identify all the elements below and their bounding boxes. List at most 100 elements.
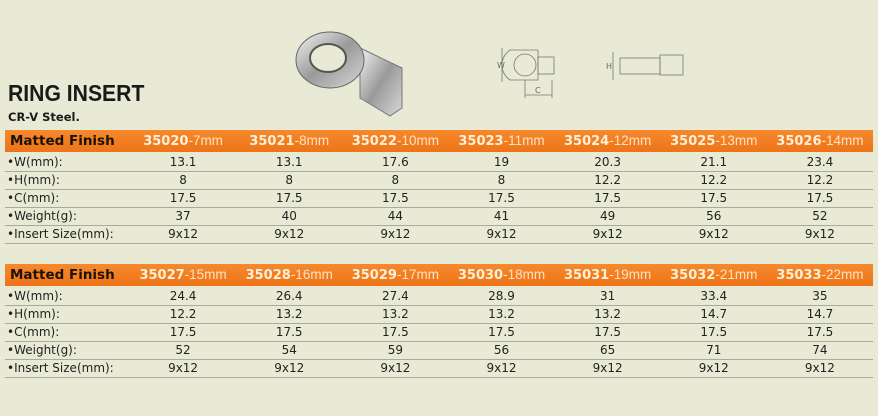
table-cell: 17.5: [766, 189, 873, 208]
table-cell: 12.2: [660, 171, 767, 190]
product-column-header: 35020-7mm: [130, 130, 237, 152]
table-cell: 14.7: [766, 305, 873, 324]
table-cell: 28.9: [448, 286, 555, 306]
table-cell: 9x12: [766, 359, 873, 378]
row-label: •H(mm):: [5, 171, 130, 190]
table-cell: 17.5: [554, 323, 661, 342]
product-size: -21mm: [715, 267, 758, 282]
table-row: •C(mm): 17.5 17.5 17.5 17.5 17.5 17.5 17.5: [5, 323, 873, 342]
product-code: 35027: [139, 268, 185, 283]
finish-label: Matted Finish: [5, 130, 130, 152]
table-cell: 52: [130, 341, 237, 360]
product-column-header: 35021-8mm: [236, 130, 343, 152]
product-column-header: 35022-10mm: [342, 130, 449, 152]
table-header-row: Matted Finish 35027-15mm 35028-16mm 35029-1…: [5, 264, 873, 286]
product-column-header: 35028-16mm: [236, 264, 343, 286]
table-cell: 19: [448, 152, 555, 172]
width-dimension-label: W: [497, 61, 505, 70]
ring-insert-photo: [295, 31, 403, 117]
table-cell: 8: [130, 171, 237, 190]
table-cell: 17.5: [448, 189, 555, 208]
table-cell: 21.1: [660, 152, 767, 172]
table-cell: 13.1: [130, 152, 237, 172]
product-column-header: 35027-15mm: [130, 264, 237, 286]
finish-label: Matted Finish: [5, 264, 130, 286]
table-row: •H(mm): 12.2 13.2 13.2 13.2 13.2 14.7 14.7: [5, 305, 873, 324]
material-subtitle: CR-V Steel.: [8, 110, 80, 124]
row-label: •W(mm):: [5, 152, 130, 172]
table-cell: 17.5: [236, 189, 343, 208]
product-code: 35022: [351, 134, 397, 149]
product-size: -16mm: [290, 267, 333, 282]
product-column-header: 35033-22mm: [766, 264, 873, 286]
row-label: •Weight(g):: [5, 207, 130, 226]
row-label: •H(mm):: [5, 305, 130, 324]
table-cell: 31: [554, 286, 661, 306]
product-size: -7mm: [188, 133, 223, 148]
table-cell: 13.1: [236, 152, 343, 172]
product-code: 35032: [670, 268, 716, 283]
table-cell: 9x12: [342, 359, 449, 378]
product-code: 35028: [245, 268, 291, 283]
table-row: •C(mm): 17.5 17.5 17.5 17.5 17.5 17.5 17.5: [5, 189, 873, 208]
product-column-header: 35032-21mm: [660, 264, 767, 286]
table-cell: 9x12: [448, 225, 555, 244]
table-cell: 8: [448, 171, 555, 190]
table-cell: 9x12: [448, 359, 555, 378]
table-cell: 17.5: [554, 189, 661, 208]
table-cell: 40: [236, 207, 343, 226]
table-cell: 17.5: [236, 323, 343, 342]
table-header-row: Matted Finish 35020-7mm 35021-8mm 35022-10m…: [5, 130, 873, 152]
row-label: •C(mm):: [5, 189, 130, 208]
table-row: •Weight(g): 37 40 44 41 49 56 52: [5, 207, 873, 226]
table-cell: 24.4: [130, 286, 237, 306]
table-cell: 17.5: [766, 323, 873, 342]
table-cell: 9x12: [660, 359, 767, 378]
table-cell: 13.2: [342, 305, 449, 324]
product-column-header: 35030-18mm: [448, 264, 555, 286]
product-code: 35026: [776, 134, 822, 149]
table-cell: 13.2: [236, 305, 343, 324]
table-cell: 9x12: [660, 225, 767, 244]
row-label: •Weight(g):: [5, 341, 130, 360]
product-code: 35024: [564, 134, 610, 149]
table-cell: 17.5: [342, 323, 449, 342]
product-size: -11mm: [503, 133, 545, 148]
table-cell: 56: [660, 207, 767, 226]
product-size: -19mm: [609, 267, 652, 282]
table-row: •Insert Size(mm): 9x12 9x12 9x12 9x12 9x12 9x1…: [5, 359, 873, 378]
table-cell: 17.5: [660, 189, 767, 208]
table-cell: 14.7: [660, 305, 767, 324]
table-row: •H(mm): 8 8 8 8 12.2 12.2 12.2: [5, 171, 873, 190]
table-cell: 52: [766, 207, 873, 226]
table-cell: 13.2: [554, 305, 661, 324]
c-dimension-label: C: [535, 86, 541, 95]
table-cell: 74: [766, 341, 873, 360]
product-code: 35031: [564, 268, 610, 283]
row-label: •Insert Size(mm):: [5, 225, 130, 244]
product-column-header: 35026-14mm: [766, 130, 873, 152]
table-row: •W(mm): 24.4 26.4 27.4 28.9 31 33.4 35: [5, 286, 873, 306]
table-cell: 8: [236, 171, 343, 190]
table-cell: 17.6: [342, 152, 449, 172]
table-cell: 9x12: [766, 225, 873, 244]
spec-table-2: Matted Finish 35027-15mm 35028-16mm 35029-1…: [5, 264, 873, 378]
row-label: •Insert Size(mm):: [5, 359, 130, 378]
table-cell: 9x12: [130, 225, 237, 244]
table-cell: 26.4: [236, 286, 343, 306]
table-cell: 35: [766, 286, 873, 306]
table-cell: 23.4: [766, 152, 873, 172]
height-dimension-label: H: [606, 62, 612, 71]
table-cell: 27.4: [342, 286, 449, 306]
table-cell: 12.2: [554, 171, 661, 190]
table-cell: 54: [236, 341, 343, 360]
table-cell: 12.2: [130, 305, 237, 324]
row-label: •W(mm):: [5, 286, 130, 306]
table-cell: 9x12: [554, 359, 661, 378]
product-size: -17mm: [396, 267, 439, 282]
product-code: 35030: [457, 268, 504, 283]
table-cell: 17.5: [660, 323, 767, 342]
product-code: 35023: [458, 134, 504, 149]
table-cell: 56: [448, 341, 555, 360]
product-code: 35029: [351, 268, 397, 283]
